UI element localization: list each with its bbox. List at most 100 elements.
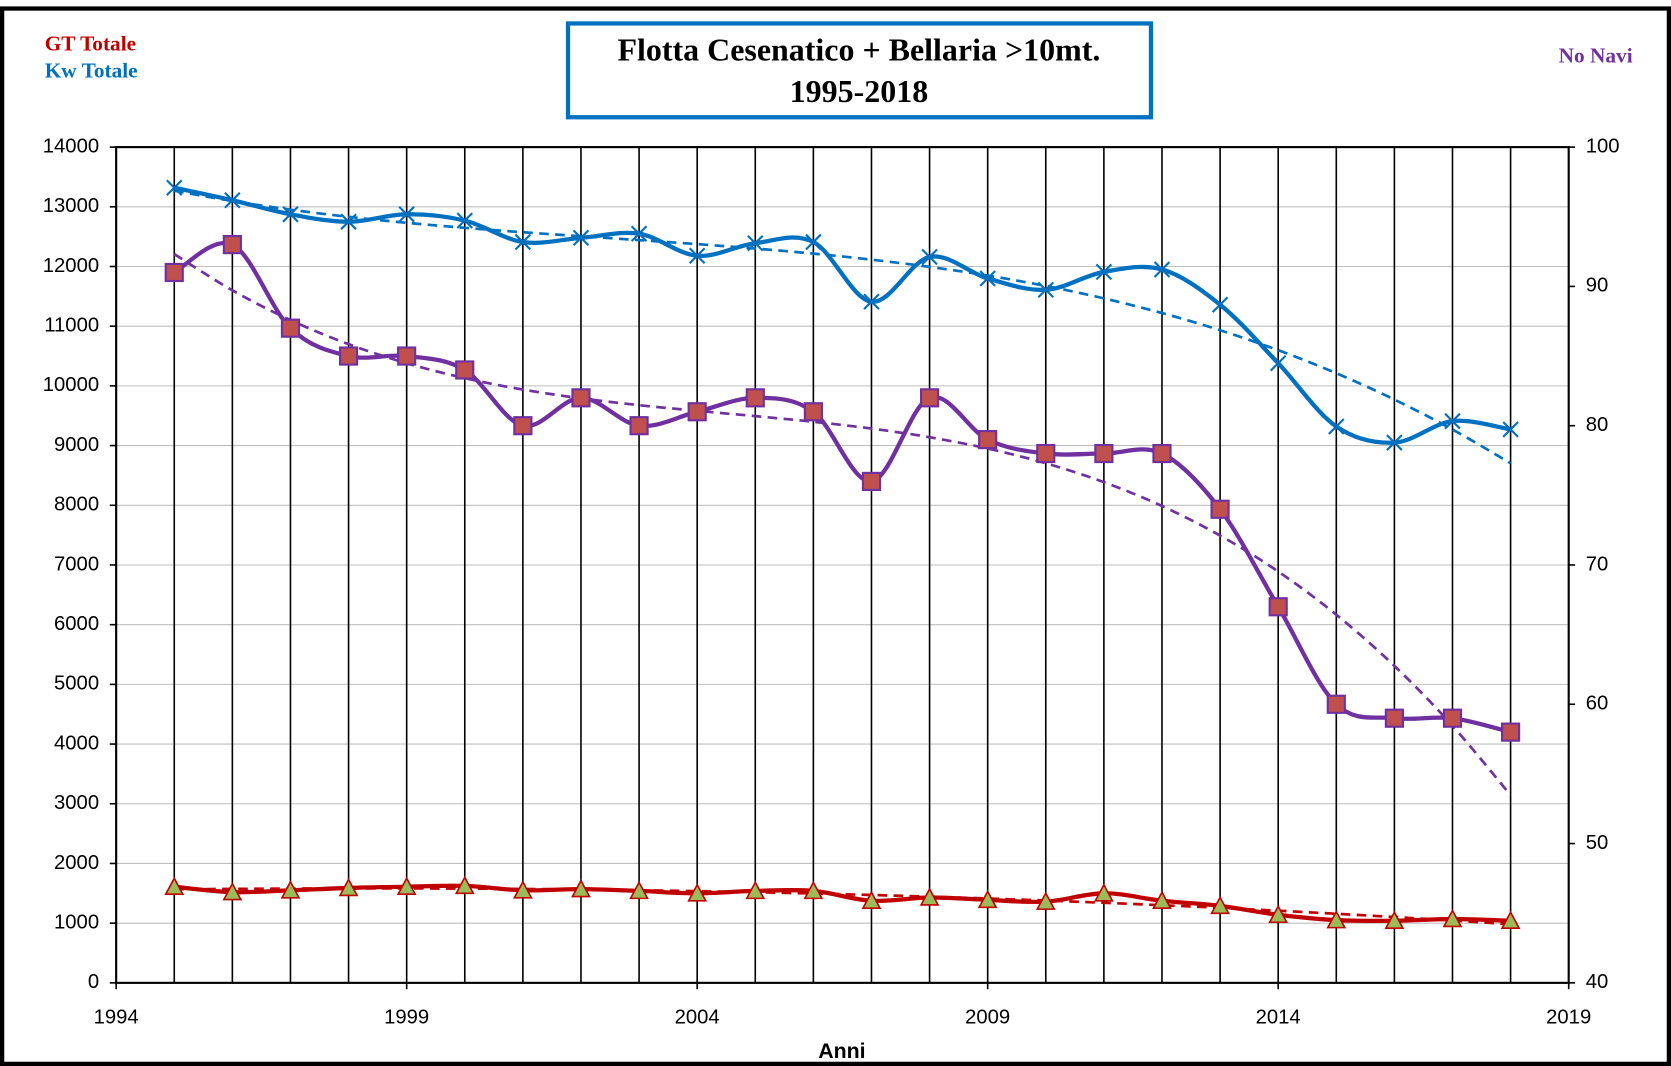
marker <box>1269 354 1287 372</box>
trend-line <box>173 252 1512 797</box>
trend-line <box>174 189 1512 465</box>
y2-tick-label: 50 <box>1586 832 1609 854</box>
y-tick-label: 1000 <box>54 911 99 933</box>
marker <box>396 876 417 896</box>
y-tick-label: 10000 <box>43 374 99 396</box>
marker <box>513 416 533 436</box>
marker <box>803 402 823 422</box>
y-tick-label: 8000 <box>54 494 99 516</box>
marker <box>1094 443 1114 464</box>
x-tick-label: 1999 <box>384 1006 429 1028</box>
y-tick-label: 6000 <box>54 613 99 635</box>
marker <box>1326 694 1346 714</box>
marker <box>745 388 765 408</box>
marker <box>1035 891 1056 910</box>
marker <box>861 890 882 910</box>
marker <box>282 206 299 223</box>
y-tick-label: 2000 <box>54 852 99 874</box>
marker <box>1153 261 1171 278</box>
marker <box>1500 910 1521 930</box>
marker <box>1501 722 1521 742</box>
marker <box>919 887 940 906</box>
marker <box>863 293 880 310</box>
marker <box>1384 910 1405 930</box>
marker <box>164 876 185 896</box>
y2-tick-label: 90 <box>1586 275 1609 297</box>
marker <box>978 430 998 450</box>
chart-title: Flotta Cesenatico + Bellaria >10mt. <box>617 33 1100 68</box>
marker <box>164 262 184 283</box>
marker <box>166 179 183 196</box>
marker <box>513 880 533 899</box>
marker <box>1502 421 1519 438</box>
y-tick-label: 9000 <box>54 434 99 456</box>
marker <box>803 880 824 900</box>
marker <box>919 388 940 408</box>
y-tick-label: 12000 <box>43 255 99 277</box>
marker <box>979 270 996 287</box>
chart-subtitle: 1995-2018 <box>790 74 929 109</box>
marker <box>338 346 359 366</box>
title-box <box>565 21 1154 120</box>
marker <box>1442 908 1463 928</box>
marker <box>805 233 822 251</box>
marker <box>1444 412 1461 430</box>
marker <box>1268 904 1289 924</box>
marker <box>1326 909 1347 929</box>
x-tick-label: 2019 <box>1546 1006 1591 1028</box>
marker <box>977 889 998 909</box>
marker <box>1210 499 1230 519</box>
y2-tick-label: 40 <box>1586 971 1609 993</box>
marker <box>572 229 590 247</box>
marker <box>687 402 707 422</box>
marker <box>630 225 648 242</box>
marker <box>514 233 532 251</box>
marker <box>456 212 473 229</box>
x-tick-label: 2014 <box>1256 1006 1301 1028</box>
marker <box>397 346 417 366</box>
marker <box>1210 895 1230 915</box>
chart-frame <box>0 6 1671 1066</box>
marker <box>454 875 475 895</box>
marker <box>1037 281 1054 298</box>
marker <box>747 235 764 252</box>
y-tick-label: 14000 <box>43 135 99 157</box>
marker <box>688 247 706 264</box>
marker <box>1152 443 1172 464</box>
y-tick-label: 3000 <box>54 792 99 814</box>
legend-entry: Kw Totale <box>45 58 138 82</box>
marker <box>571 878 591 898</box>
y-tick-label: 11000 <box>44 315 99 337</box>
marker <box>455 360 475 380</box>
legend-entry: GT Totale <box>45 32 136 56</box>
marker <box>629 880 649 900</box>
y-tick-label: 5000 <box>54 673 99 695</box>
marker <box>398 206 415 223</box>
plot-area <box>115 146 1570 984</box>
x-tick-label: 1994 <box>94 1006 139 1028</box>
marker <box>1384 708 1404 728</box>
x-axis-label: Anni <box>818 1039 865 1063</box>
y-tick-label: 13000 <box>43 195 99 217</box>
marker <box>222 881 243 901</box>
y2-tick-label: 80 <box>1586 414 1609 436</box>
marker <box>340 213 357 230</box>
x-tick-label: 2009 <box>965 1006 1010 1028</box>
marker <box>1095 263 1113 281</box>
marker <box>1268 597 1288 617</box>
marker <box>224 192 241 209</box>
x-tick-label: 2004 <box>675 1006 720 1028</box>
y2-tick-label: 60 <box>1586 693 1609 715</box>
marker <box>1386 434 1403 451</box>
marker <box>222 235 242 255</box>
marker <box>571 388 591 408</box>
marker <box>1442 708 1463 728</box>
y-tick-label: 0 <box>88 971 99 993</box>
legend-entry: No Navi <box>1559 43 1633 67</box>
marker <box>861 471 882 491</box>
marker <box>1094 883 1114 902</box>
y2-tick-label: 70 <box>1586 553 1609 575</box>
marker <box>338 877 359 897</box>
